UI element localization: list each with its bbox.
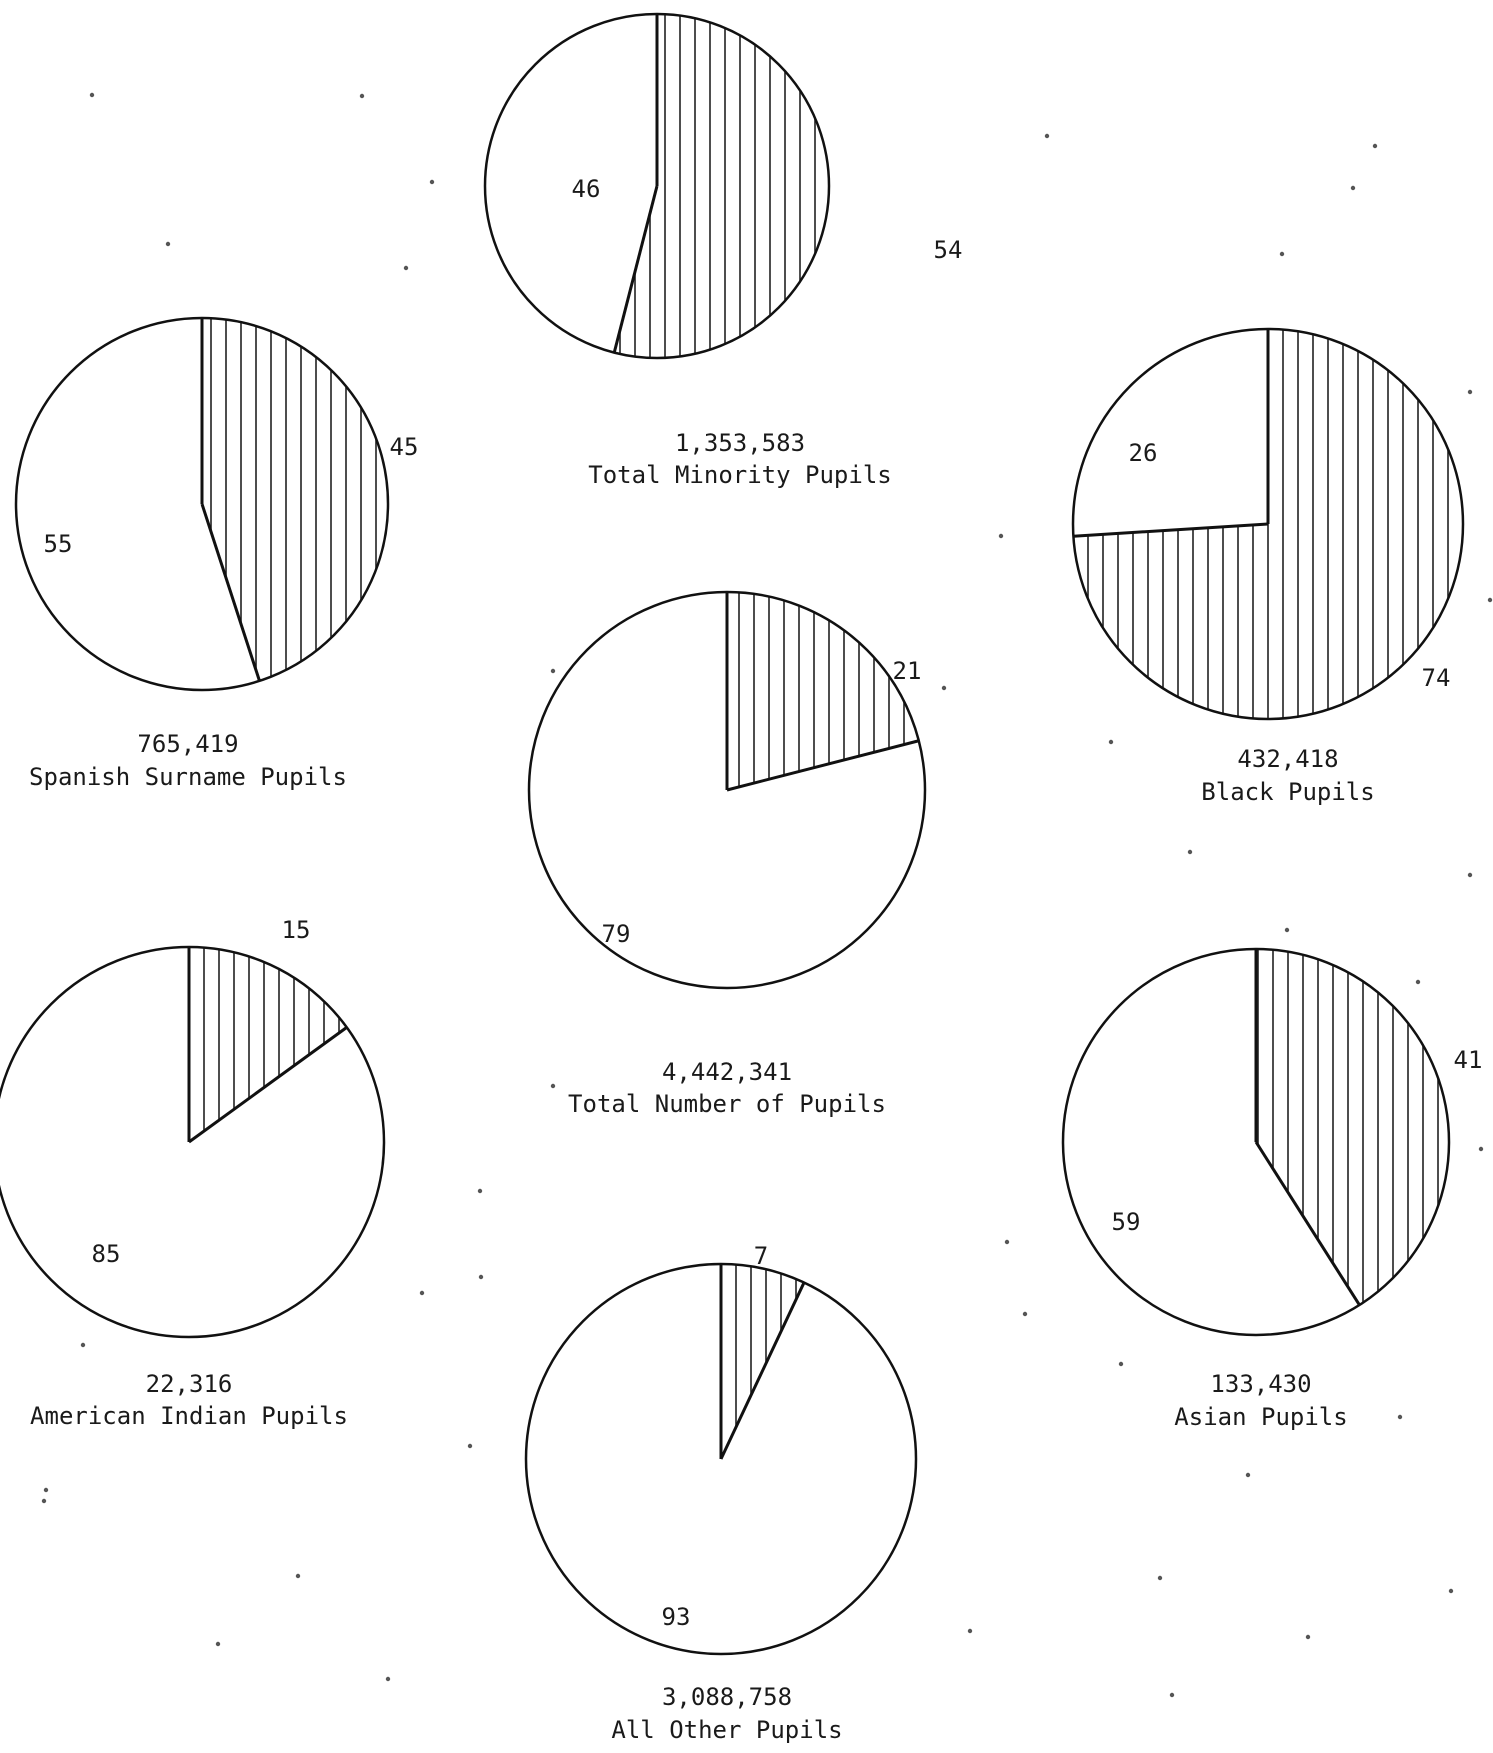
caption-label-total-number: Total Number of Pupils bbox=[568, 1090, 886, 1118]
caption-count-black: 432,418 bbox=[1237, 745, 1338, 773]
slice-label-total-minority-blank: 46 bbox=[572, 175, 601, 203]
slice-label-american-indian-hatched: 15 bbox=[282, 916, 311, 944]
pie-slice-spanish-surname-45 bbox=[202, 318, 388, 681]
pie-slice-asian-59 bbox=[1063, 949, 1360, 1335]
slice-label-black-blank: 26 bbox=[1129, 439, 1158, 467]
pie-dividers-all-other bbox=[719, 1264, 806, 1460]
pie-chart-american-indian: 15 85 22,316 American Indian Pupils bbox=[0, 916, 386, 1430]
slice-label-spanish-surname-hatched: 45 bbox=[390, 433, 419, 461]
caption-count-total-number: 4,442,341 bbox=[662, 1058, 792, 1086]
scan-specks bbox=[41, 92, 1493, 1698]
pie-slice-total-number-21 bbox=[727, 592, 919, 790]
pie-outline-spanish-surname bbox=[14, 316, 390, 692]
slice-label-asian-hatched: 41 bbox=[1454, 1046, 1483, 1074]
pie-chart-asian: 41 59 133,430 Asian Pupils bbox=[1061, 947, 1483, 1431]
pie-dividers-spanish-surname bbox=[200, 318, 261, 682]
pie-dividers-asian bbox=[1254, 949, 1361, 1306]
pie-slice-american-indian-15 bbox=[189, 947, 347, 1142]
slice-label-american-indian-blank: 85 bbox=[92, 1240, 121, 1268]
pie-chart-spanish-surname: 45 55 765,419 Spanish Surname Pupils bbox=[14, 316, 419, 791]
slice-label-all-other-hatched: 7 bbox=[754, 1242, 768, 1270]
pie-slice-all-other-7 bbox=[721, 1264, 805, 1459]
pie-dividers-american-indian bbox=[187, 947, 348, 1144]
pie-outline-total-number bbox=[527, 590, 927, 990]
pie-chart-total-number: 21 79 4,442,341 Total Number of Pupils bbox=[527, 590, 927, 1118]
slice-label-asian-blank: 59 bbox=[1112, 1208, 1141, 1236]
pie-slice-total-minority-46 bbox=[485, 14, 657, 353]
caption-count-asian: 133,430 bbox=[1210, 1370, 1311, 1398]
slice-label-all-other-blank: 93 bbox=[662, 1603, 691, 1631]
caption-label-total-minority: Total Minority Pupils bbox=[588, 461, 891, 489]
pie-chart-black: 74 26 432,418 Black Pupils bbox=[1071, 327, 1465, 806]
slice-label-total-number-blank: 79 bbox=[602, 920, 631, 948]
caption-label-asian: Asian Pupils bbox=[1174, 1403, 1347, 1431]
slice-label-spanish-surname-blank: 55 bbox=[44, 530, 73, 558]
caption-count-spanish-surname: 765,419 bbox=[137, 730, 238, 758]
pie-dividers-total-number bbox=[725, 592, 920, 792]
caption-count-total-minority: 1,353,583 bbox=[675, 429, 805, 457]
pie-chart-all-other: 7 93 3,088,758 All Other Pupils bbox=[524, 1242, 918, 1744]
pie-dividers-black bbox=[1073, 329, 1270, 538]
pie-slice-spanish-surname-55 bbox=[15, 318, 260, 690]
pie-outline-total-minority bbox=[483, 12, 831, 360]
pie-outline-black bbox=[1071, 327, 1465, 721]
pie-slice-american-indian-85 bbox=[0, 947, 384, 1337]
caption-label-american-indian: American Indian Pupils bbox=[30, 1402, 348, 1430]
slice-label-black-hatched: 74 bbox=[1422, 664, 1451, 692]
caption-label-spanish-surname: Spanish Surname Pupils bbox=[29, 763, 347, 791]
pie-outline-all-other bbox=[524, 1262, 918, 1656]
caption-label-black: Black Pupils bbox=[1201, 778, 1374, 806]
pie-outline-american-indian bbox=[0, 945, 386, 1339]
pie-chart-total-minority: 54 46 1,353,583 Total Minority Pupils bbox=[483, 12, 963, 489]
caption-label-all-other: All Other Pupils bbox=[611, 1716, 842, 1744]
caption-count-all-other: 3,088,758 bbox=[662, 1683, 792, 1711]
pie-outline-asian bbox=[1061, 947, 1451, 1337]
caption-count-american-indian: 22,316 bbox=[146, 1370, 233, 1398]
pie-slice-black-26 bbox=[1073, 329, 1268, 537]
slice-label-total-minority-hatched: 54 bbox=[934, 236, 963, 264]
slice-label-total-number-hatched: 21 bbox=[893, 657, 922, 685]
pie-slice-total-minority-54 bbox=[614, 14, 830, 359]
pie-dividers-total-minority bbox=[612, 14, 659, 353]
